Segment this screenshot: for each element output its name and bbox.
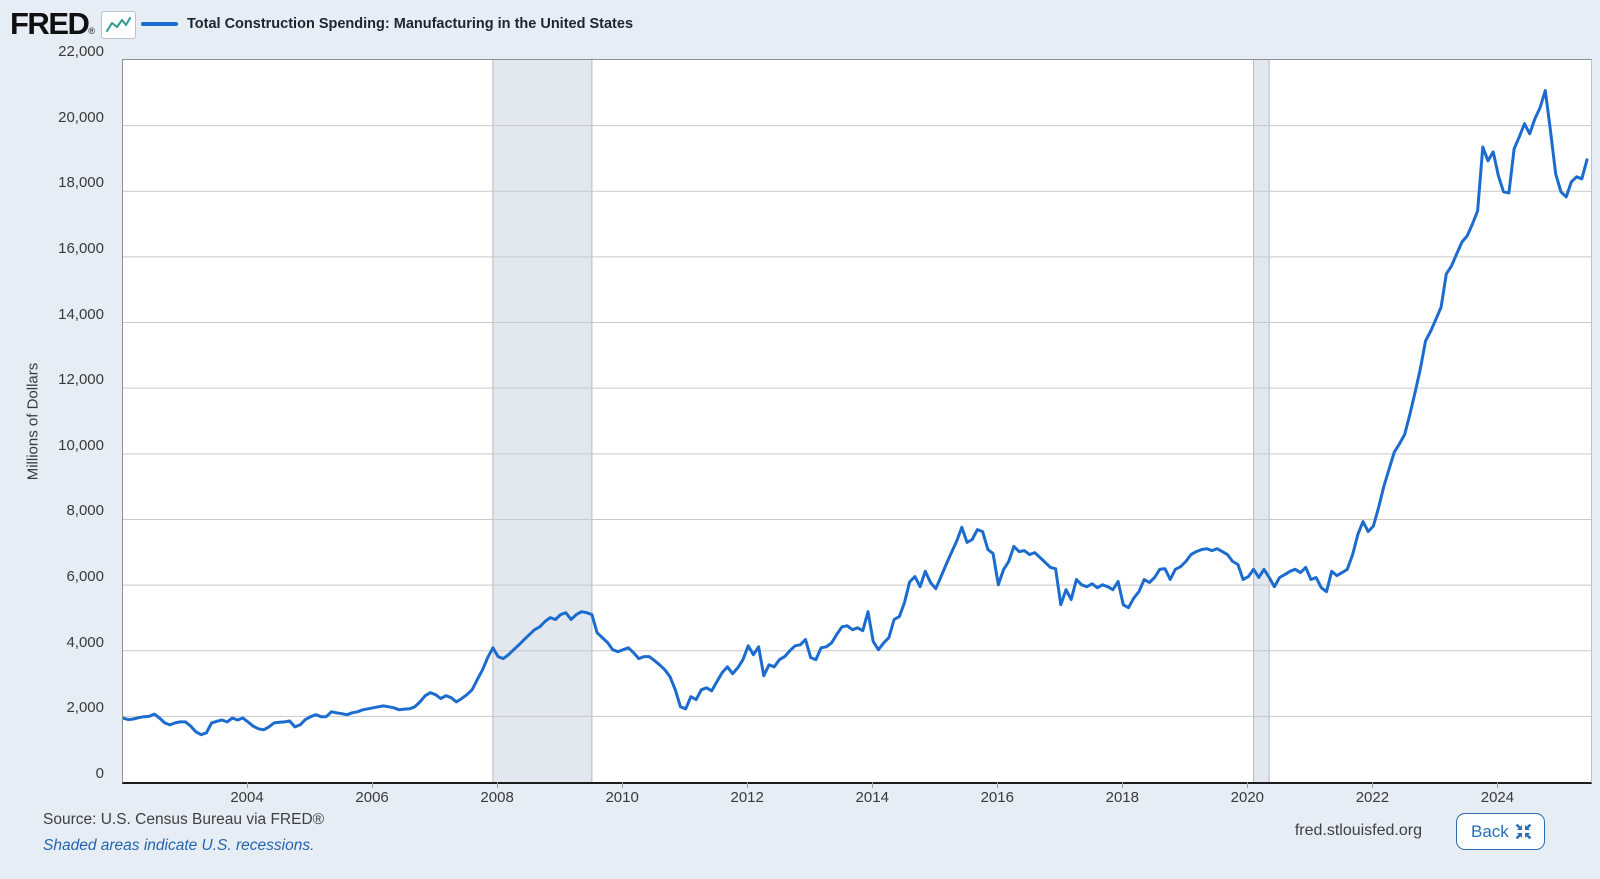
fred-logo[interactable]: FRED® bbox=[10, 6, 95, 41]
y-tick-label: 8,000 bbox=[66, 502, 104, 520]
y-tick-label: 10,000 bbox=[58, 436, 104, 454]
x-tick-label: 2016 bbox=[980, 789, 1014, 806]
fred-sparkline-icon bbox=[101, 11, 136, 39]
x-tick-mark bbox=[497, 782, 499, 788]
y-tick-label: 14,000 bbox=[58, 305, 104, 323]
x-tick-label: 2008 bbox=[480, 789, 514, 806]
x-tick-mark bbox=[1372, 782, 1374, 788]
y-tick-label: 18,000 bbox=[58, 174, 104, 192]
back-button-label: Back bbox=[1471, 821, 1509, 841]
y-tick-label: 12,000 bbox=[58, 371, 104, 389]
x-tick-mark bbox=[1497, 782, 1499, 788]
x-tick-label: 2018 bbox=[1105, 789, 1139, 806]
x-tick-label: 2012 bbox=[730, 789, 764, 806]
y-tick-label: 4,000 bbox=[66, 633, 104, 651]
x-tick-mark bbox=[247, 782, 249, 788]
y-tick-label: 0 bbox=[95, 765, 104, 782]
x-tick-mark bbox=[997, 782, 999, 788]
y-tick-label: 6,000 bbox=[66, 568, 104, 586]
chart-title: Total Construction Spending: Manufacturi… bbox=[187, 16, 634, 32]
y-tick-label: 20,000 bbox=[58, 108, 104, 126]
back-button[interactable]: Back bbox=[1456, 813, 1545, 850]
y-tick-label: 22,000 bbox=[58, 43, 104, 60]
x-tick-mark bbox=[622, 782, 624, 788]
collapse-arrows-icon bbox=[1515, 823, 1532, 840]
x-tick-mark bbox=[747, 782, 749, 788]
x-tick-label: 2020 bbox=[1230, 789, 1265, 806]
x-tick-mark bbox=[872, 782, 874, 788]
legend-line-swatch bbox=[141, 22, 178, 26]
x-tick-mark bbox=[1122, 782, 1124, 788]
x-tick-label: 2014 bbox=[855, 789, 889, 806]
registered-mark: ® bbox=[88, 26, 95, 36]
y-axis-title: Millions of Dollars bbox=[24, 362, 42, 481]
x-tick-label: 2024 bbox=[1480, 789, 1515, 806]
fred-url: fred.stlouisfed.org bbox=[1294, 822, 1422, 839]
chart-header: FRED® Total Construction Spending: Manuf… bbox=[0, 0, 1600, 52]
x-tick-label: 2010 bbox=[605, 789, 639, 806]
x-tick-mark bbox=[372, 782, 374, 788]
y-tick-label: 16,000 bbox=[58, 239, 104, 257]
x-tick-label: 2022 bbox=[1355, 789, 1390, 806]
x-tick-label: 2004 bbox=[230, 789, 264, 806]
recession-note: Shaded areas indicate U.S. recessions. bbox=[43, 837, 315, 854]
plot-area[interactable] bbox=[122, 59, 1592, 784]
chart-canvas[interactable] bbox=[123, 60, 1591, 782]
y-tick-label: 2,000 bbox=[66, 699, 104, 717]
source-text: Source: U.S. Census Bureau via FRED® bbox=[43, 811, 325, 828]
x-tick-mark bbox=[1247, 782, 1249, 788]
x-tick-label: 2006 bbox=[355, 789, 389, 806]
